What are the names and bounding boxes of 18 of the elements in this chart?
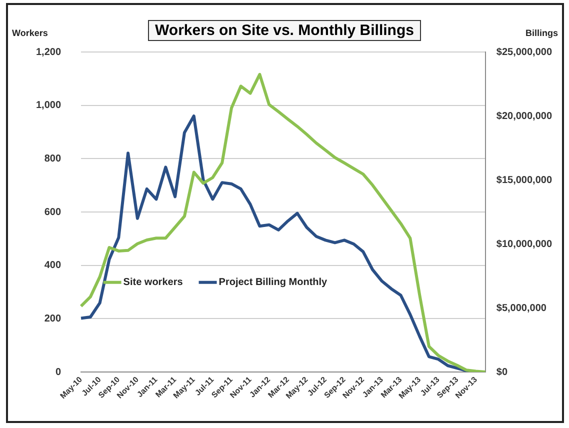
y-tick-label: 400 [44,260,62,272]
legend-label: Site workers [123,277,184,288]
y-axis-title: Workers [12,28,48,38]
y-tick-label: 1,200 [36,46,62,58]
y2-tick-label: $0 [496,366,508,378]
y-tick-label: 0 [55,366,62,378]
y2-tick-label: $10,000,000 [496,238,552,250]
y2-tick-label: $15,000,000 [496,174,552,186]
y2-axis-title: Billings [525,28,558,38]
y-tick-label: 600 [44,206,62,218]
y-tick-label: 1,000 [36,100,62,112]
y-tick-label: 200 [44,313,62,324]
y2-tick-label: $5,000,000 [496,302,547,314]
y2-tick-label: $20,000,000 [496,110,552,122]
y2-tick-label: $25,000,000 [496,46,552,58]
legend-label: Project Billing Monthly [218,277,328,288]
chart-title: Workers on Site vs. Monthly Billings [148,20,421,41]
y-tick-label: 800 [44,153,62,164]
